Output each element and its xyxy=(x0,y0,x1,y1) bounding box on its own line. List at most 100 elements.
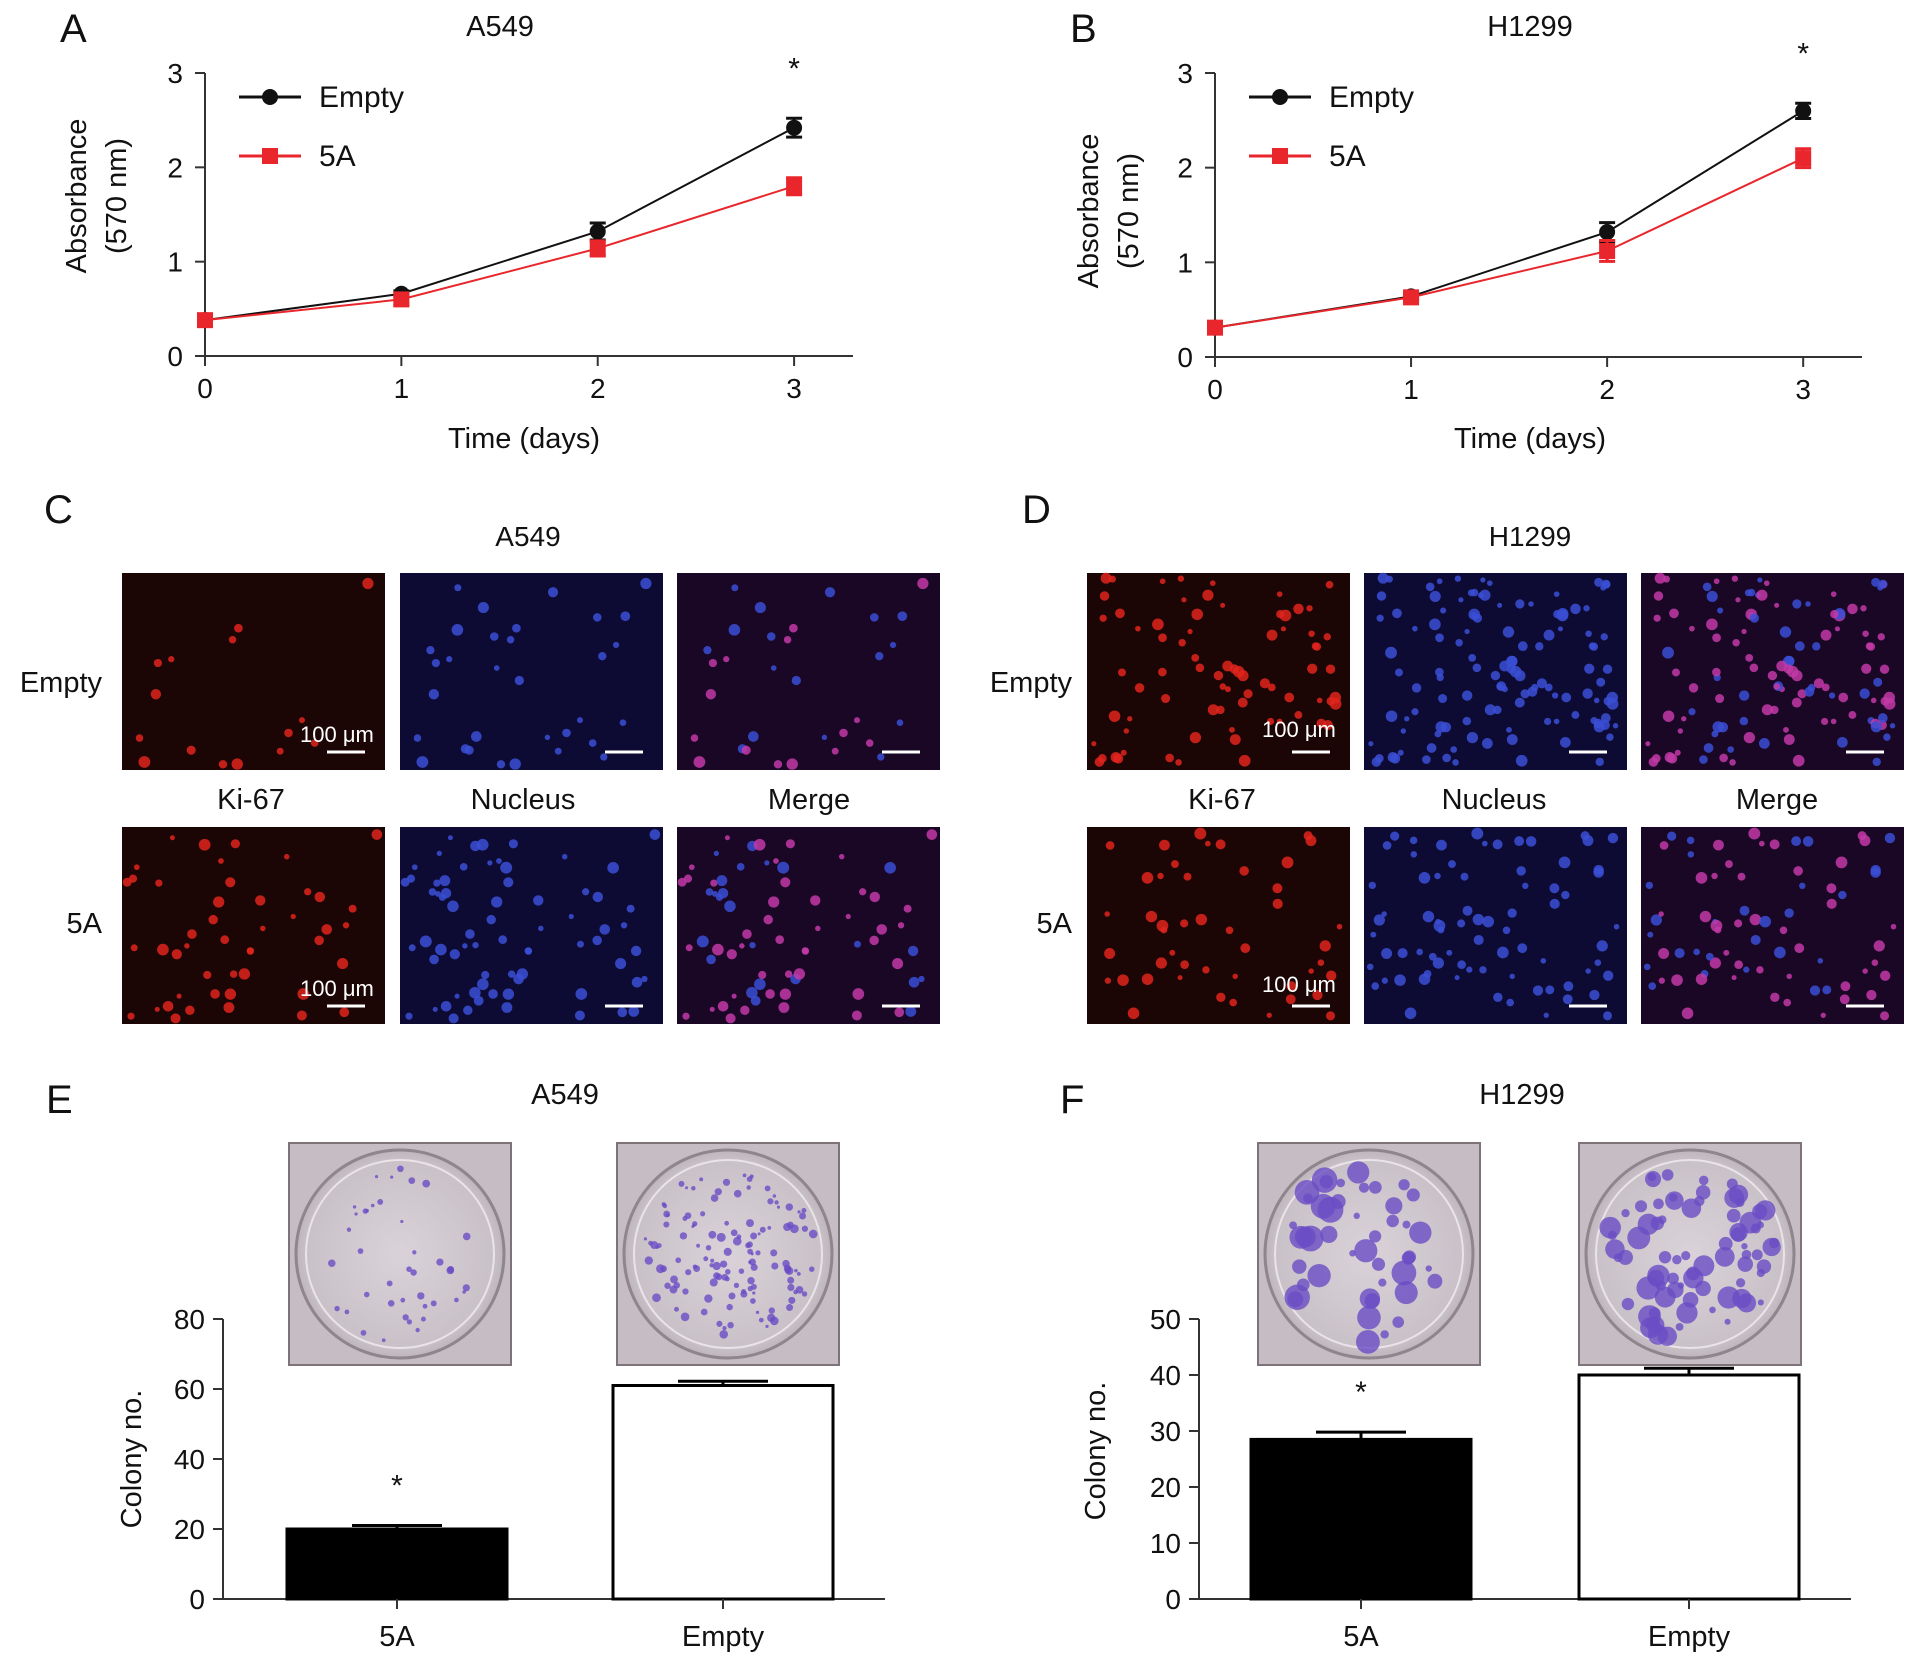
cell xyxy=(187,929,197,939)
micro-d-row-label-5a: 5A xyxy=(1037,908,1073,940)
cell xyxy=(1750,934,1761,945)
data-point xyxy=(1403,289,1420,306)
cell xyxy=(1549,898,1560,909)
colony xyxy=(770,1249,778,1257)
cell xyxy=(429,954,439,965)
cell xyxy=(1471,827,1484,840)
colony xyxy=(797,1210,801,1214)
colony xyxy=(1756,1221,1764,1229)
colony xyxy=(454,1297,459,1303)
cell xyxy=(575,988,588,1000)
colony xyxy=(644,1256,653,1265)
cell xyxy=(135,734,144,742)
cell xyxy=(1653,591,1664,601)
chart-e-title: A549 xyxy=(531,1079,599,1111)
colony xyxy=(733,1189,742,1198)
cell xyxy=(419,935,432,948)
cell xyxy=(1308,630,1315,637)
cell xyxy=(779,988,792,1000)
colony xyxy=(1398,1179,1410,1191)
cell xyxy=(447,900,459,913)
colony xyxy=(1378,1278,1387,1287)
y-tick-label: 0 xyxy=(167,341,183,372)
cell xyxy=(1870,721,1882,733)
cell xyxy=(859,888,867,896)
cell xyxy=(1822,985,1832,995)
cell xyxy=(463,1005,473,1015)
cell xyxy=(1326,696,1336,706)
colony xyxy=(719,1330,729,1339)
cell xyxy=(1458,597,1464,603)
cell xyxy=(1229,726,1235,733)
cell xyxy=(889,641,897,649)
cell xyxy=(1232,973,1238,980)
y-tick-label: 2 xyxy=(1177,153,1193,184)
colony xyxy=(406,1319,412,1325)
x-tick-label: 5A xyxy=(1343,1621,1379,1653)
cell xyxy=(1159,578,1166,585)
colony xyxy=(755,1250,761,1256)
cell xyxy=(1486,580,1493,586)
cell xyxy=(304,888,312,896)
cell xyxy=(631,976,643,988)
cell xyxy=(1370,931,1377,938)
cell xyxy=(1830,591,1837,597)
colony xyxy=(1654,1286,1676,1308)
colony xyxy=(678,1180,685,1187)
cell xyxy=(598,652,607,661)
colony xyxy=(328,1259,336,1267)
cell xyxy=(1392,608,1402,619)
cell xyxy=(1712,667,1721,677)
cell xyxy=(731,993,737,999)
data-point xyxy=(1207,319,1223,336)
colony xyxy=(663,1221,670,1228)
cell xyxy=(1607,832,1619,844)
cell xyxy=(1229,734,1241,745)
cell xyxy=(1535,642,1544,651)
cell xyxy=(337,958,349,970)
cell xyxy=(1141,872,1154,884)
cell xyxy=(448,1013,459,1024)
data-point xyxy=(1599,224,1616,241)
colony xyxy=(363,1291,370,1298)
cell xyxy=(1757,577,1763,583)
cell xyxy=(1460,872,1469,881)
cell xyxy=(514,675,524,686)
colony xyxy=(1751,1249,1763,1261)
cell xyxy=(789,623,798,633)
micrograph-tile-ki67 xyxy=(122,573,385,770)
colony xyxy=(768,1307,775,1314)
cell xyxy=(1653,614,1661,622)
y-tick-label: 1 xyxy=(1177,247,1193,278)
cell xyxy=(1397,749,1404,756)
cell xyxy=(208,914,218,925)
bar-5A xyxy=(1249,1437,1473,1601)
cell xyxy=(1873,940,1885,952)
cell xyxy=(225,877,236,888)
cell xyxy=(1830,610,1839,619)
cell xyxy=(1797,689,1807,699)
cell xyxy=(1141,973,1154,985)
chart-panel-b: H1299 Absorbance (570 nm) Time (days) 0 1… xyxy=(1073,11,1862,455)
cell xyxy=(1601,579,1611,589)
cell xyxy=(724,900,736,913)
cell xyxy=(1820,629,1832,641)
chart-b-ylabel: Absorbance xyxy=(1073,134,1105,289)
cell xyxy=(1481,840,1488,847)
cell xyxy=(1493,992,1503,1003)
cell xyxy=(1756,589,1768,601)
cell xyxy=(1880,970,1891,981)
y-tick-label: 3 xyxy=(1177,58,1193,89)
cell xyxy=(1209,580,1216,586)
data-point xyxy=(1795,150,1812,167)
cell xyxy=(725,1013,736,1024)
cell xyxy=(1527,686,1538,697)
cell xyxy=(1422,910,1435,923)
cell xyxy=(1507,908,1517,918)
colony xyxy=(675,1257,682,1264)
cell xyxy=(1104,948,1116,960)
cell xyxy=(1543,629,1555,641)
micro-c-scale-label-bottom: 100 μm xyxy=(300,976,374,1001)
cell xyxy=(576,717,583,724)
cell xyxy=(1303,831,1313,841)
